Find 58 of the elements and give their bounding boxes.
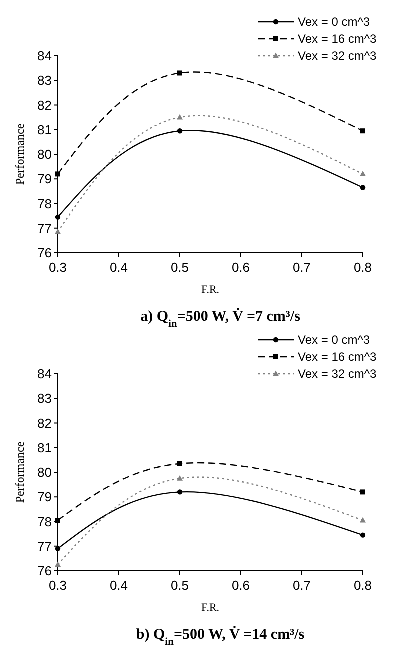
point — [177, 114, 183, 120]
y-tick-label: 76 — [38, 564, 52, 579]
y-tick-label: 83 — [38, 391, 52, 406]
point — [55, 214, 61, 220]
point — [360, 128, 366, 134]
legend-label: Vex = 32 cm^3 — [298, 49, 377, 64]
y-tick-label: 76 — [38, 246, 52, 261]
x-tick-label: 0.4 — [110, 578, 128, 593]
y-axis-title: Performance — [13, 124, 27, 186]
x-tick-label: 0.3 — [48, 578, 68, 593]
y-tick-label: 77 — [38, 220, 52, 236]
y-tick-label: 78 — [38, 514, 52, 530]
y-tick-label: 82 — [38, 416, 52, 431]
text: a) Q$_{in}$=500 W, V̇ =7 cm³/s — [140, 308, 301, 330]
x-tick-label: 0.4 — [110, 260, 128, 275]
y-tick-label: 81 — [38, 122, 52, 138]
y-tick-label: 83 — [38, 73, 52, 88]
y-tick-label: 78 — [38, 196, 52, 212]
legend-label: Vex = 0 cm^3 — [298, 15, 370, 30]
x-axis-title: F.R. — [201, 602, 220, 614]
point — [56, 172, 60, 177]
x-tick-label: 0.5 — [170, 260, 190, 275]
point — [177, 490, 183, 495]
point — [56, 518, 60, 524]
point — [360, 532, 366, 538]
y-tick-label: 84 — [38, 48, 52, 64]
y-tick-label: 82 — [38, 98, 52, 113]
point — [360, 171, 366, 176]
y-tick-label: 84 — [38, 366, 52, 382]
legend-label: Vex = 16 cm^3 — [298, 32, 377, 46]
x-tick-label: 0.3 — [48, 260, 68, 275]
legend-label: Vex = 16 cm^3 — [298, 350, 377, 364]
point — [178, 461, 182, 466]
point — [178, 70, 182, 76]
point — [360, 490, 366, 495]
text: b) Q$_{in}$=500 W, V̇ =14 cm³/s — [136, 626, 305, 648]
legend-label: Vex = 32 cm^3 — [298, 367, 377, 382]
y-tick-label: 79 — [38, 490, 52, 505]
x-tick-label: 0.7 — [292, 578, 312, 593]
point — [360, 185, 366, 190]
x-axis-title: F.R. — [201, 284, 220, 296]
y-tick-label: 79 — [38, 172, 52, 187]
point — [55, 228, 61, 234]
y-tick-label: 77 — [38, 538, 52, 554]
y-axis-title: Performance — [13, 442, 27, 504]
y-tick-label: 81 — [38, 440, 52, 456]
x-tick-label: 0.8 — [354, 260, 372, 275]
point — [177, 128, 183, 134]
x-tick-label: 0.5 — [170, 578, 190, 593]
y-tick-label: 80 — [38, 147, 52, 162]
x-tick-label: 0.6 — [232, 260, 250, 275]
point — [177, 475, 183, 481]
x-tick-label: 0.7 — [292, 260, 312, 275]
y-tick-label: 80 — [38, 465, 52, 480]
point — [55, 562, 61, 568]
legend-label: Vex = 0 cm^3 — [298, 333, 370, 348]
x-tick-label: 0.6 — [232, 578, 250, 593]
x-tick-label: 0.8 — [354, 578, 372, 593]
